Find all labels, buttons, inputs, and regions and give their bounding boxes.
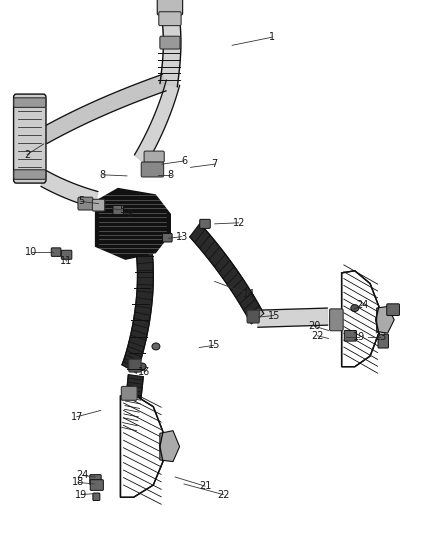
FancyBboxPatch shape [14, 94, 46, 183]
Text: 5: 5 [120, 205, 126, 215]
FancyBboxPatch shape [159, 12, 181, 26]
FancyBboxPatch shape [330, 309, 343, 330]
Text: 20: 20 [308, 321, 321, 331]
Polygon shape [41, 75, 166, 144]
Ellipse shape [351, 305, 359, 311]
FancyBboxPatch shape [157, 0, 183, 15]
FancyBboxPatch shape [93, 493, 100, 500]
Text: 17: 17 [71, 412, 83, 422]
FancyBboxPatch shape [90, 474, 101, 485]
FancyBboxPatch shape [162, 233, 172, 242]
Text: 11: 11 [60, 256, 73, 266]
Text: 19: 19 [75, 490, 87, 499]
Text: 1: 1 [268, 33, 275, 42]
FancyBboxPatch shape [14, 98, 46, 108]
Text: 8: 8 [168, 170, 174, 180]
Polygon shape [134, 80, 180, 165]
Text: 15: 15 [208, 341, 220, 350]
Polygon shape [41, 171, 98, 208]
Text: 15: 15 [268, 311, 280, 320]
Text: 12: 12 [233, 218, 245, 228]
Text: 6: 6 [181, 156, 187, 166]
Text: 9: 9 [126, 209, 132, 219]
Polygon shape [160, 431, 180, 462]
Text: 24: 24 [76, 471, 88, 480]
Text: 19: 19 [353, 332, 365, 342]
FancyBboxPatch shape [61, 250, 72, 259]
Text: 14: 14 [243, 289, 255, 299]
Text: 24: 24 [357, 300, 369, 310]
FancyBboxPatch shape [90, 480, 103, 490]
FancyBboxPatch shape [144, 151, 164, 162]
Polygon shape [120, 394, 163, 497]
Text: 2: 2 [24, 150, 30, 159]
FancyBboxPatch shape [78, 197, 93, 210]
Polygon shape [122, 255, 153, 373]
FancyBboxPatch shape [247, 310, 259, 323]
FancyBboxPatch shape [200, 220, 210, 228]
FancyBboxPatch shape [378, 334, 389, 348]
Text: 22: 22 [311, 331, 324, 341]
Text: 13: 13 [176, 232, 188, 241]
FancyBboxPatch shape [121, 386, 137, 400]
FancyBboxPatch shape [113, 205, 124, 214]
Text: 22: 22 [217, 490, 230, 499]
Polygon shape [258, 308, 328, 327]
Polygon shape [190, 223, 264, 324]
FancyBboxPatch shape [92, 199, 105, 211]
FancyBboxPatch shape [14, 169, 46, 179]
FancyBboxPatch shape [344, 330, 357, 341]
Text: 18: 18 [72, 478, 84, 487]
Polygon shape [377, 306, 394, 333]
Polygon shape [95, 189, 170, 259]
Text: 7: 7 [212, 159, 218, 169]
FancyBboxPatch shape [387, 304, 399, 316]
Text: 5: 5 [78, 197, 84, 206]
FancyBboxPatch shape [160, 36, 180, 49]
Polygon shape [160, 0, 181, 87]
Polygon shape [122, 375, 143, 431]
FancyBboxPatch shape [51, 248, 61, 256]
Text: 10: 10 [25, 247, 38, 256]
Text: 21: 21 [199, 481, 211, 491]
Text: 23: 23 [374, 332, 386, 342]
Text: 8: 8 [100, 170, 106, 180]
Polygon shape [342, 271, 379, 367]
FancyBboxPatch shape [141, 162, 163, 177]
FancyBboxPatch shape [129, 359, 141, 372]
Ellipse shape [152, 343, 160, 350]
Text: 16: 16 [138, 367, 151, 377]
Ellipse shape [138, 363, 146, 370]
